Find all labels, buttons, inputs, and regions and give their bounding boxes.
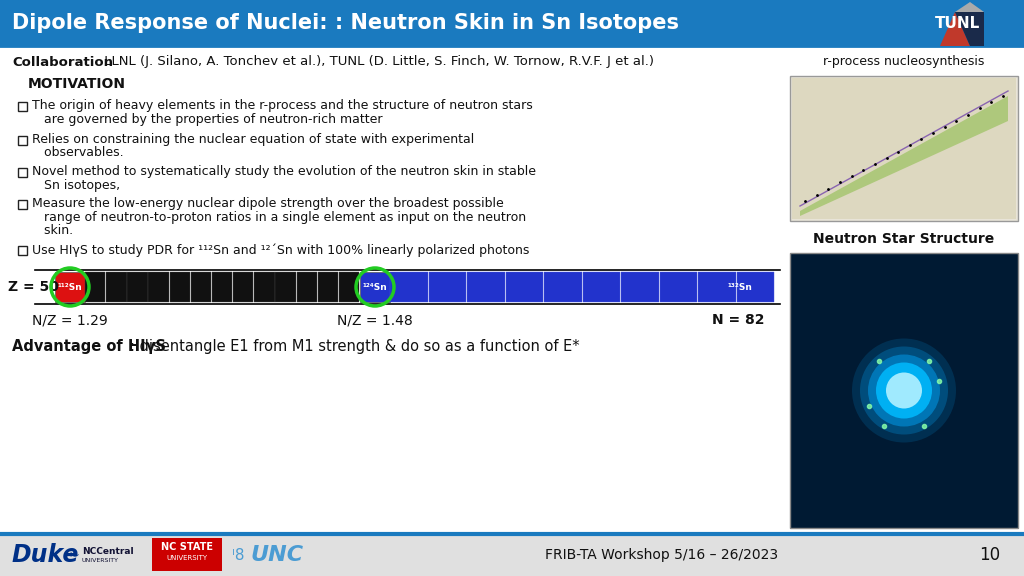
FancyBboxPatch shape xyxy=(152,538,222,571)
Text: Sn isotopes,: Sn isotopes, xyxy=(32,179,120,191)
FancyBboxPatch shape xyxy=(659,272,697,302)
FancyBboxPatch shape xyxy=(583,272,621,302)
Circle shape xyxy=(876,362,932,419)
FancyBboxPatch shape xyxy=(190,272,211,302)
Text: ¹³²Sn: ¹³²Sn xyxy=(727,282,752,291)
Circle shape xyxy=(860,347,948,434)
Text: Use HIγS to study PDR for ¹¹²Sn and ¹²´Sn with 100% linearly polarized photons: Use HIγS to study PDR for ¹¹²Sn and ¹²´S… xyxy=(32,243,529,257)
FancyBboxPatch shape xyxy=(317,272,338,302)
FancyBboxPatch shape xyxy=(254,272,274,302)
Text: Z = 50: Z = 50 xyxy=(8,280,58,294)
Text: ¹²⁴Sn: ¹²⁴Sn xyxy=(362,282,387,291)
Text: NC STATE: NC STATE xyxy=(161,542,213,552)
Polygon shape xyxy=(800,96,1008,216)
Circle shape xyxy=(868,354,940,426)
FancyBboxPatch shape xyxy=(275,272,296,302)
FancyBboxPatch shape xyxy=(212,272,232,302)
FancyBboxPatch shape xyxy=(170,272,190,302)
FancyBboxPatch shape xyxy=(467,272,505,302)
FancyBboxPatch shape xyxy=(390,272,428,302)
FancyBboxPatch shape xyxy=(506,272,543,302)
Circle shape xyxy=(852,339,956,442)
Text: Neutron Star Structure: Neutron Star Structure xyxy=(813,232,994,246)
FancyBboxPatch shape xyxy=(790,253,1018,528)
Circle shape xyxy=(886,373,922,408)
Text: N/Z = 1.48: N/Z = 1.48 xyxy=(337,313,413,327)
FancyBboxPatch shape xyxy=(698,272,735,302)
Text: N = 82: N = 82 xyxy=(713,313,765,327)
Polygon shape xyxy=(955,2,984,12)
Text: observables.: observables. xyxy=(32,146,124,160)
Text: Collaboration: Collaboration xyxy=(12,55,113,69)
FancyBboxPatch shape xyxy=(106,272,127,302)
FancyBboxPatch shape xyxy=(544,272,582,302)
Text: 10: 10 xyxy=(979,546,1000,564)
FancyBboxPatch shape xyxy=(18,135,27,145)
FancyBboxPatch shape xyxy=(0,534,1024,576)
Text: Novel method to systematically study the evolution of the neutron skin in stable: Novel method to systematically study the… xyxy=(32,165,536,179)
FancyBboxPatch shape xyxy=(339,272,359,302)
Text: Relies on constraining the nuclear equation of state with experimental: Relies on constraining the nuclear equat… xyxy=(32,134,474,146)
Text: range of neutron-to-proton ratios in a single element as input on the neutron: range of neutron-to-proton ratios in a s… xyxy=(32,210,526,223)
FancyBboxPatch shape xyxy=(233,272,253,302)
FancyBboxPatch shape xyxy=(428,272,466,302)
Text: Measure the low-energy nuclear dipole strength over the broadest possible: Measure the low-energy nuclear dipole st… xyxy=(32,198,504,210)
FancyBboxPatch shape xyxy=(621,272,658,302)
Text: : disentangle E1 from M1 strength & do so as a function of E*: : disentangle E1 from M1 strength & do s… xyxy=(130,339,580,354)
FancyBboxPatch shape xyxy=(18,245,27,255)
FancyBboxPatch shape xyxy=(792,78,1016,219)
FancyBboxPatch shape xyxy=(18,101,27,111)
Text: Duke: Duke xyxy=(12,543,80,567)
Text: The origin of heavy elements in the r-process and the structure of neutron stars: The origin of heavy elements in the r-pr… xyxy=(32,100,532,112)
FancyBboxPatch shape xyxy=(297,272,316,302)
FancyBboxPatch shape xyxy=(85,272,105,302)
Text: MOTIVATION: MOTIVATION xyxy=(28,77,126,91)
FancyBboxPatch shape xyxy=(18,168,27,176)
FancyBboxPatch shape xyxy=(55,272,85,302)
Text: NCCentral: NCCentral xyxy=(82,548,133,556)
Text: Dipole Response of Nuclei: : Neutron Skin in Sn Isotopes: Dipole Response of Nuclei: : Neutron Ski… xyxy=(12,13,679,33)
FancyBboxPatch shape xyxy=(148,272,169,302)
Text: UNC: UNC xyxy=(250,545,303,565)
Text: UNIVERSITY: UNIVERSITY xyxy=(167,555,208,561)
Text: Advantage of HIγS: Advantage of HIγS xyxy=(12,339,166,354)
Text: ¹¹²Sn: ¹¹²Sn xyxy=(57,282,82,291)
Text: are governed by the properties of neutron-rich matter: are governed by the properties of neutro… xyxy=(32,112,383,126)
Text: r-process nucleosynthesis: r-process nucleosynthesis xyxy=(823,55,985,69)
FancyBboxPatch shape xyxy=(0,0,1024,46)
FancyBboxPatch shape xyxy=(736,272,774,302)
Polygon shape xyxy=(955,12,984,46)
FancyBboxPatch shape xyxy=(18,199,27,209)
Text: skin.: skin. xyxy=(32,223,73,237)
FancyBboxPatch shape xyxy=(127,272,147,302)
Text: UNIVERSITY: UNIVERSITY xyxy=(82,559,119,563)
Polygon shape xyxy=(940,12,970,46)
Text: ❧: ❧ xyxy=(68,548,79,562)
Text: LLNL (J. Silano, A. Tonchev et al.), TUNL (D. Little, S. Finch, W. Tornow, R.V.F: LLNL (J. Silano, A. Tonchev et al.), TUN… xyxy=(100,55,654,69)
FancyBboxPatch shape xyxy=(790,76,1018,221)
Text: N/Z = 1.29: N/Z = 1.29 xyxy=(32,313,108,327)
Text: FRIB-TA Workshop 5/16 – 26/2023: FRIB-TA Workshop 5/16 – 26/2023 xyxy=(545,548,778,562)
FancyBboxPatch shape xyxy=(360,272,390,302)
Text: TUNL: TUNL xyxy=(935,16,980,31)
Text: ᴵ8: ᴵ8 xyxy=(232,548,245,563)
